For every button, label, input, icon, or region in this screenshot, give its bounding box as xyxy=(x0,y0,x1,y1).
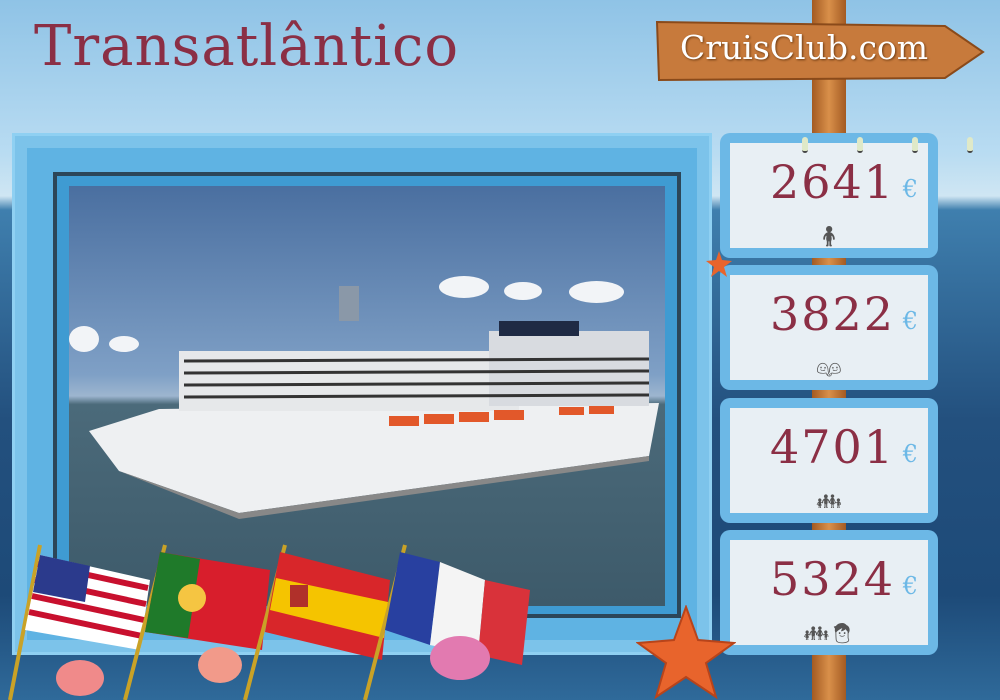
starfish-icon xyxy=(636,605,736,700)
flags-group xyxy=(8,544,530,700)
seashell-icon xyxy=(56,636,490,696)
price-card-1-adult: 2641 € 🧍︎ xyxy=(720,133,973,258)
euro-symbol: € xyxy=(902,440,918,468)
price-card-family-3: 4701 € 👪︎ xyxy=(720,398,938,523)
euro-symbol: € xyxy=(902,572,918,600)
couple-icon: 👫︎ xyxy=(816,356,842,380)
cruise-ship-icon xyxy=(89,286,659,519)
flag-spain-icon xyxy=(243,544,390,700)
euro-symbol: € xyxy=(902,307,918,335)
brand-logo-text: CruisClub.com xyxy=(680,28,929,67)
price-amount: 4701 xyxy=(770,420,896,474)
flag-usa-icon xyxy=(8,544,150,700)
arrow-sign-icon xyxy=(655,20,985,82)
flag-portugal-icon xyxy=(123,544,270,700)
person-icon: 🧍︎ xyxy=(816,224,842,248)
price-amount: 2641 xyxy=(770,155,896,209)
price-card-2-adults: 3822 € 👫︎ xyxy=(720,265,938,390)
family-3-icon: 👪︎ xyxy=(816,489,842,513)
family-4-icon: 👪︎🧒︎ xyxy=(803,621,855,645)
brand-sign: CruisClub.com xyxy=(655,18,985,82)
price-amount: 3822 xyxy=(770,287,896,341)
price-card-family-4: 5324 € 👪︎🧒︎ xyxy=(720,530,938,655)
cruise-ship-photo xyxy=(69,186,665,606)
price-amount: 5324 xyxy=(770,552,896,606)
flag-france-icon xyxy=(363,544,530,700)
page-title: Transatlântico xyxy=(34,14,460,79)
euro-symbol: € xyxy=(902,175,918,203)
small-starfish-icon xyxy=(706,251,732,277)
